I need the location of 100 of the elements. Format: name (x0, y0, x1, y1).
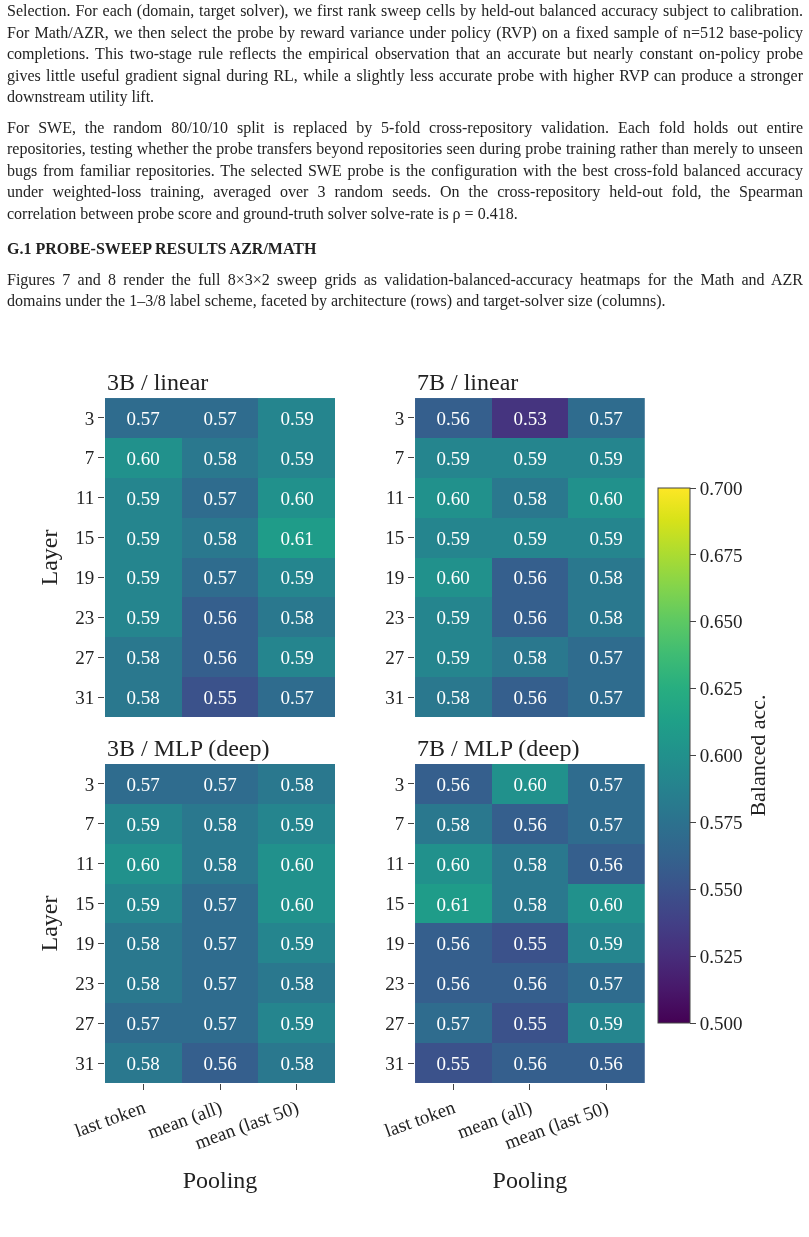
text: G.1 PROBE-SWEEP RESULTS AZR/MATH (7, 239, 318, 259)
data-label: 0.57 (280, 686, 314, 708)
data-label: 0.57 (589, 972, 623, 994)
data-label: 0.57 (436, 1012, 470, 1034)
y-tick-label: 23 (385, 606, 405, 628)
data-label: 0.56 (513, 972, 547, 994)
y-tick-label: 11 (75, 487, 95, 509)
data-label: 0.56 (589, 1052, 623, 1074)
data-label: 0.56 (513, 813, 547, 835)
data-label: 0.58 (126, 1052, 160, 1074)
data-label: 0.59 (280, 407, 314, 429)
color-bar-title: Balanced acc. (744, 694, 770, 817)
data-label: 0.58 (280, 606, 314, 628)
chart-title: 7B / MLP (deep) (417, 735, 580, 761)
data-label: 0.58 (280, 773, 314, 795)
data-label: 0.60 (436, 487, 470, 509)
y-tick-label: 11 (385, 487, 405, 509)
data-label: 0.56 (513, 566, 547, 588)
data-label: 0.58 (203, 813, 237, 835)
data-label: 0.58 (436, 686, 470, 708)
y-tick-label: 31 (385, 686, 405, 708)
color-bar-label: 0.625 (699, 678, 743, 700)
y-axis-title: Layer (36, 529, 63, 586)
chart-title: 3B / linear (107, 369, 209, 395)
data-label: 0.59 (280, 566, 314, 588)
y-tick-label: 19 (75, 567, 95, 589)
data-label: 0.58 (280, 1052, 314, 1074)
y-tick-label: 19 (385, 567, 405, 589)
y-tick-label: 15 (385, 527, 405, 549)
data-label: 0.58 (589, 606, 623, 628)
data-label: 0.60 (280, 853, 314, 875)
data-label: 0.58 (513, 893, 547, 915)
data-label: 0.59 (280, 1012, 314, 1034)
data-label: 0.57 (589, 773, 623, 795)
data-label: 0.59 (126, 813, 160, 835)
x-tick-label: last token (381, 1096, 459, 1142)
y-tick-label: 15 (385, 893, 405, 915)
data-label: 0.59 (126, 566, 160, 588)
data-label: 0.58 (203, 853, 237, 875)
data-label: 0.56 (436, 407, 470, 429)
data-label: 0.56 (203, 646, 237, 668)
data-label: 0.57 (589, 407, 623, 429)
y-tick-label: 23 (75, 606, 95, 628)
color-bar-label: 0.525 (699, 945, 743, 967)
y-tick-label: 3 (84, 407, 95, 429)
y-tick-label: 19 (75, 933, 95, 955)
data-label: 0.56 (436, 932, 470, 954)
data-label: 0.58 (589, 566, 623, 588)
text: Selection. For each (domain, target solver), we first rank sweep cells by held-out balanced accuracy subject to calibration. For Math/AZR, we then select the probe by reward variance under policy (RVP) on a fixed sample of n=512 base-policy completions. This two-stage rule reflects the empirical observation that an accurate but nearly constant on-policy probe gives little useful gradient signal during RL, while a slightly less accurate probe with higher RVP can produce a stronger downstream utility lift. (7, 1, 803, 108)
data-label: 0.58 (126, 932, 160, 954)
data-label: 0.61 (436, 893, 470, 915)
data-label: 0.60 (126, 853, 160, 875)
y-tick-label: 3 (394, 773, 405, 795)
data-label: 0.59 (280, 813, 314, 835)
y-tick-label: 31 (75, 1052, 95, 1074)
data-label: 0.58 (203, 527, 237, 549)
chart-title: 7B / linear (417, 369, 519, 395)
y-tick-label: 27 (385, 646, 405, 668)
data-label: 0.56 (513, 1052, 547, 1074)
y-tick-label: 3 (394, 407, 405, 429)
data-label: 0.58 (280, 972, 314, 994)
data-label: 0.59 (280, 932, 314, 954)
y-tick-label: 15 (75, 527, 95, 549)
data-label: 0.60 (280, 893, 314, 915)
data-label: 0.57 (203, 1012, 237, 1034)
data-label: 0.59 (436, 527, 470, 549)
color-bar-label: 0.550 (699, 878, 743, 900)
y-tick-label: 11 (385, 853, 405, 875)
data-label: 0.59 (589, 1012, 623, 1034)
color-bar-label: 0.500 (699, 1012, 743, 1034)
data-label: 0.58 (126, 646, 160, 668)
data-label: 0.59 (126, 527, 160, 549)
data-label: 0.57 (589, 686, 623, 708)
y-tick-label: 27 (75, 1012, 95, 1034)
data-label: 0.61 (280, 527, 314, 549)
data-label: 0.60 (126, 447, 160, 469)
data-label: 0.59 (126, 606, 160, 628)
y-tick-label: 11 (75, 853, 95, 875)
data-label: 0.60 (436, 853, 470, 875)
chart-title: 3B / MLP (deep) (107, 735, 270, 761)
y-tick-label: 23 (385, 972, 405, 994)
data-label: 0.55 (513, 932, 547, 954)
data-label: 0.56 (589, 853, 623, 875)
data-label: 0.53 (513, 407, 547, 429)
data-label: 0.59 (436, 606, 470, 628)
x-tick-label: last token (71, 1096, 149, 1142)
data-label: 0.56 (513, 606, 547, 628)
y-tick-label: 7 (84, 813, 95, 835)
y-tick-label: 15 (75, 893, 95, 915)
data-label: 0.59 (436, 447, 470, 469)
data-label: 0.57 (589, 646, 623, 668)
color-bar-label: 0.675 (699, 544, 743, 566)
data-label: 0.58 (126, 972, 160, 994)
data-label: 0.55 (436, 1052, 470, 1074)
data-label: 0.58 (513, 646, 547, 668)
data-label: 0.58 (513, 853, 547, 875)
data-label: 0.59 (436, 646, 470, 668)
y-tick-label: 3 (84, 773, 95, 795)
data-label: 0.60 (589, 487, 623, 509)
data-label: 0.59 (589, 932, 623, 954)
